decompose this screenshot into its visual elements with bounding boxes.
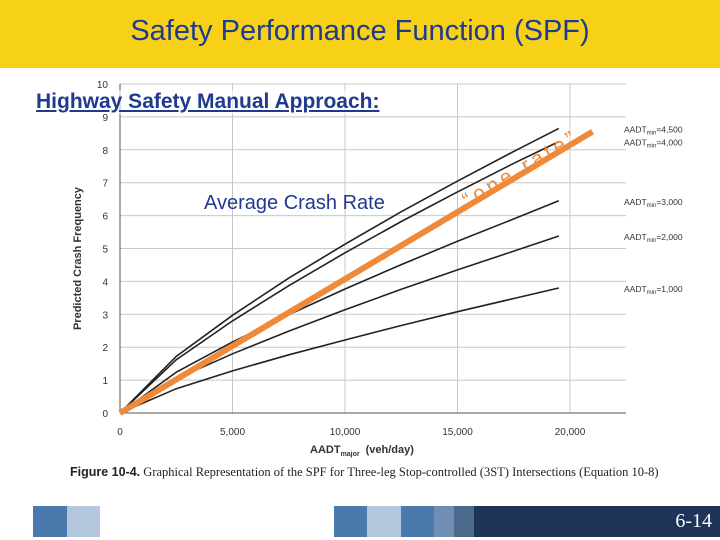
y-tick-label: 2 bbox=[102, 343, 108, 354]
series-label: AADTmin=4,000 bbox=[624, 138, 683, 150]
page-number: 6-14 bbox=[474, 506, 720, 537]
y-tick-label: 3 bbox=[102, 310, 108, 321]
x-tick-label: 5,000 bbox=[220, 427, 245, 438]
footer-square bbox=[334, 506, 367, 537]
footer-square bbox=[33, 506, 67, 537]
y-tick-label: 6 bbox=[102, 212, 108, 223]
series-line bbox=[119, 127, 560, 414]
series-line bbox=[119, 287, 559, 414]
x-tick-label: 15,000 bbox=[442, 427, 473, 438]
y-tick-label: 8 bbox=[102, 146, 108, 157]
series-line bbox=[119, 200, 560, 414]
series-label: AADTmin=3,000 bbox=[624, 197, 683, 209]
y-tick-label: 0 bbox=[102, 409, 108, 420]
one-rate-label: “one rate” bbox=[459, 125, 583, 212]
approach-subtitle: Highway Safety Manual Approach: bbox=[36, 90, 380, 114]
series-line bbox=[119, 140, 560, 414]
x-tick-label: 0 bbox=[117, 427, 123, 438]
figure-caption-text: Graphical Representation of the SPF for … bbox=[143, 465, 659, 479]
footer-square bbox=[100, 506, 134, 537]
title-bar bbox=[0, 0, 720, 68]
series-label: AADTmin=1,000 bbox=[624, 284, 683, 296]
x-axis-label: AADTmajor (veh/day) bbox=[310, 444, 414, 458]
y-tick-label: 4 bbox=[102, 277, 108, 288]
footer-square bbox=[0, 506, 33, 537]
x-tick-label: 10,000 bbox=[330, 427, 361, 438]
y-tick-label: 1 bbox=[102, 376, 108, 387]
y-tick-label: 9 bbox=[102, 113, 108, 124]
y-axis-label: Predicted Crash Frequency bbox=[72, 186, 84, 330]
figure-number: Figure 10-4. bbox=[70, 465, 141, 479]
footer-square bbox=[454, 506, 474, 537]
series-label: AADTmin=2,000 bbox=[624, 232, 683, 244]
one-rate-line bbox=[118, 129, 595, 416]
footer-square bbox=[434, 506, 454, 537]
footer-square bbox=[401, 506, 434, 537]
spf-chart: 0 1 2 3 4 5 6 7 8 9 10 0 5,000 10,000 15,000 20,000 Pred… bbox=[72, 80, 683, 458]
y-tick-label: 5 bbox=[102, 245, 108, 256]
y-tick-label: 7 bbox=[102, 179, 108, 190]
series-label: AADTmin=4,500 bbox=[624, 124, 683, 136]
average-crash-rate-label: Average Crash Rate bbox=[204, 192, 385, 214]
footer-square bbox=[367, 506, 401, 537]
figure-caption: Figure 10-4. Graphical Representation of… bbox=[70, 465, 686, 480]
chart-figure: 0 1 2 3 4 5 6 7 8 9 10 0 5,000 10,000 15,000 20,000 Pred… bbox=[66, 68, 688, 484]
y-tick-label: 10 bbox=[97, 80, 109, 91]
x-tick-label: 20,000 bbox=[555, 427, 586, 438]
slide-title: Safety Performance Function (SPF) bbox=[130, 15, 590, 47]
footer-square bbox=[67, 506, 100, 537]
